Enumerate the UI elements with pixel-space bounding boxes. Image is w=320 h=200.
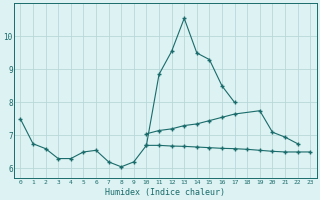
X-axis label: Humidex (Indice chaleur): Humidex (Indice chaleur)	[105, 188, 225, 197]
